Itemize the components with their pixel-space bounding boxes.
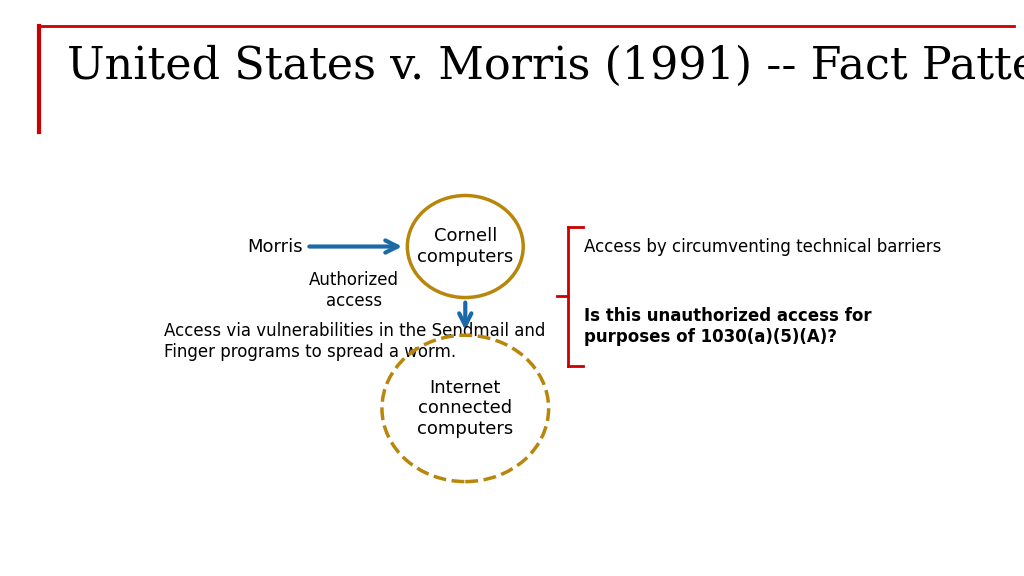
Text: United States v. Morris (1991) -- Fact Pattern: United States v. Morris (1991) -- Fact P… — [67, 45, 1024, 88]
Text: Access via vulnerabilities in the Sendmail and
Finger programs to spread a worm.: Access via vulnerabilities in the Sendma… — [164, 323, 545, 361]
Text: Is this unauthorized access for
purposes of 1030(a)(5)(A)?: Is this unauthorized access for purposes… — [585, 307, 872, 346]
Text: Access by circumventing technical barriers: Access by circumventing technical barrie… — [585, 237, 942, 256]
Text: Cornell
computers: Cornell computers — [417, 227, 513, 266]
Text: Internet
connected
computers: Internet connected computers — [417, 378, 513, 438]
Text: Morris: Morris — [247, 237, 303, 256]
Text: Authorized
access: Authorized access — [309, 271, 399, 310]
